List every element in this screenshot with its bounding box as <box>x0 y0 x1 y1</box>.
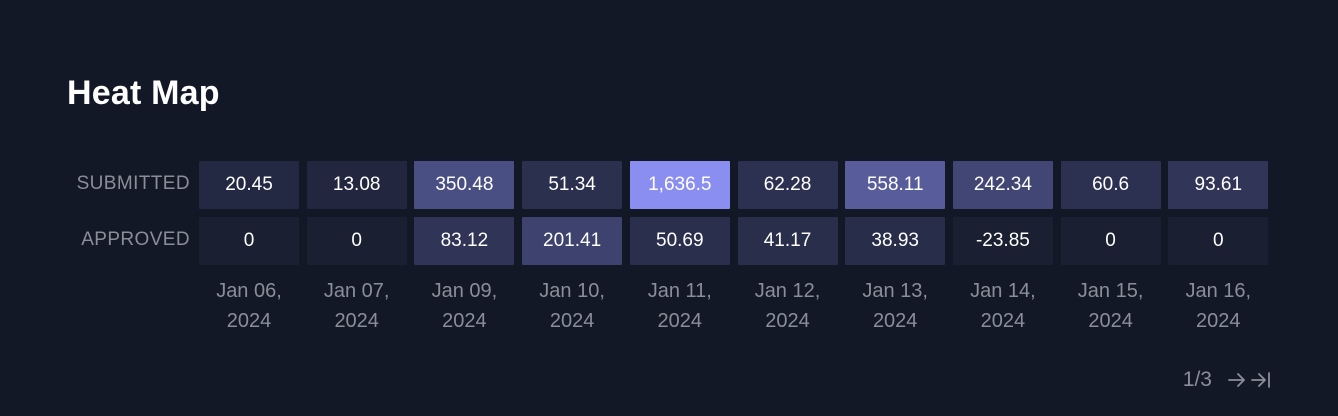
column-label-line: Jan 09, <box>431 280 498 302</box>
column-label-line: 2024 <box>1196 310 1241 332</box>
column-label-line: 2024 <box>657 310 703 332</box>
heatmap-cell[interactable]: 93.61 <box>1168 161 1269 209</box>
arrow-right-icon[interactable] <box>1226 369 1248 391</box>
column-label-line: Jan 12, <box>754 280 821 302</box>
column-label-line: 2024 <box>226 310 272 332</box>
column-label: Jan 09, 2024 <box>410 276 518 336</box>
heatmap-cell[interactable]: -23.85 <box>952 217 1053 265</box>
heatmap-cell[interactable]: 0 <box>199 217 299 265</box>
column-label-line: 2024 <box>442 310 487 332</box>
heatmap-cell[interactable]: 62.28 <box>737 161 838 209</box>
column-label: Jan 11, 2024 <box>626 276 734 336</box>
page-indicator: 1/3 <box>1182 368 1212 391</box>
heatmap-cell[interactable]: 13.08 <box>306 161 407 209</box>
column-label: Jan 13, 2024 <box>841 276 949 336</box>
heatmap-cell[interactable]: 0 <box>1168 217 1269 265</box>
column-label-line: Jan 16, <box>1185 280 1252 302</box>
heatmap-cell[interactable]: 20.45 <box>199 161 299 209</box>
heatmap-cell[interactable]: 38.93 <box>845 217 946 265</box>
chart-title: Heat Map <box>67 74 220 112</box>
column-label-line: Jan 07, <box>323 280 390 302</box>
column-label: Jan 07, 2024 <box>303 276 411 336</box>
heatmap-cell[interactable]: 41.17 <box>737 217 838 265</box>
column-label: Jan 12, 2024 <box>734 276 842 336</box>
column-label-line: Jan 14, <box>970 280 1036 302</box>
heatmap-cell[interactable]: 83.12 <box>414 217 515 265</box>
heatmap-cell[interactable]: 60.6 <box>1060 161 1161 209</box>
column-label-line: Jan 13, <box>862 280 928 302</box>
column-label: Jan 14, 2024 <box>949 276 1057 336</box>
column-label-line: 2024 <box>1088 310 1133 332</box>
column-label: Jan 10, 2024 <box>518 276 626 336</box>
column-label-line: Jan 15, <box>1077 280 1144 302</box>
heatmap-cell[interactable]: 242.34 <box>952 161 1053 209</box>
heatmap-cell[interactable]: 558.11 <box>845 161 946 209</box>
column-label: Jan 06, 2024 <box>195 276 303 336</box>
column-label-line: 2024 <box>872 310 918 332</box>
pagination: 1/3 <box>1183 368 1272 392</box>
arrow-right-to-line-icon[interactable] <box>1250 369 1272 391</box>
column-label: Jan 16, 2024 <box>1164 276 1272 336</box>
column-label-line: 2024 <box>980 310 1026 332</box>
heatmap-cell[interactable]: 201.41 <box>522 217 623 265</box>
row-label-approved: APPROVED <box>81 229 190 250</box>
row-label-submitted: SUBMITTED <box>76 173 190 194</box>
heatmap-cell[interactable]: 350.48 <box>414 161 515 209</box>
column-label-line: Jan 10, <box>539 280 605 302</box>
heatmap-cell[interactable]: 51.34 <box>522 161 623 209</box>
column-label-line: Jan 11, <box>647 280 712 302</box>
column-label-line: 2024 <box>765 310 810 332</box>
heatmap-cell[interactable]: 50.69 <box>629 217 730 265</box>
column-label-line: 2024 <box>549 310 595 332</box>
heatmap-cell[interactable]: 1,636.5 <box>629 161 730 209</box>
column-label-line: 2024 <box>334 310 379 332</box>
column-label-line: Jan 06, <box>216 280 282 302</box>
column-label: Jan 15, 2024 <box>1057 276 1165 336</box>
heatmap-cell[interactable]: 0 <box>1060 217 1161 265</box>
heatmap-cell[interactable]: 0 <box>306 217 407 265</box>
